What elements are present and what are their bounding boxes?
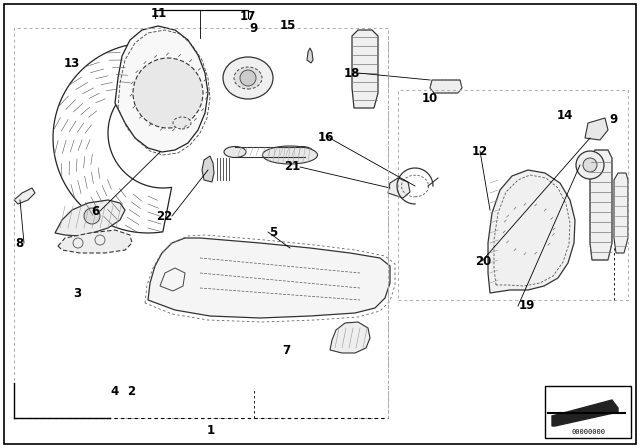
Text: 00000000: 00000000 [571,429,605,435]
Text: 16: 16 [318,130,334,143]
Polygon shape [55,200,125,236]
Polygon shape [552,400,618,426]
Text: 13: 13 [64,56,80,69]
Polygon shape [58,230,132,253]
Text: 9: 9 [250,22,258,34]
Text: 14: 14 [557,108,573,121]
Ellipse shape [262,146,317,164]
Text: 10: 10 [422,91,438,104]
Text: 3: 3 [73,287,81,300]
Circle shape [240,70,256,86]
Polygon shape [307,48,313,63]
Text: 9: 9 [610,112,618,125]
Text: 20: 20 [475,254,491,267]
Circle shape [583,158,597,172]
Text: 19: 19 [519,298,536,311]
Text: 12: 12 [472,145,488,158]
Circle shape [84,208,100,224]
Circle shape [576,151,604,179]
Text: 4: 4 [111,384,119,397]
Text: 1: 1 [207,423,215,436]
Polygon shape [202,156,214,182]
Bar [545,386,631,438]
Text: 22: 22 [156,210,172,223]
Text: 21: 21 [284,159,300,172]
Polygon shape [352,30,378,108]
Ellipse shape [173,117,191,129]
Polygon shape [148,238,390,318]
Polygon shape [330,322,370,353]
Polygon shape [430,80,462,93]
Text: 11: 11 [151,7,167,20]
Polygon shape [14,188,35,204]
Text: 15: 15 [280,18,296,31]
Ellipse shape [223,57,273,99]
Polygon shape [388,178,410,198]
Text: 5: 5 [269,225,277,238]
Text: 17: 17 [240,9,256,22]
Text: 8: 8 [16,237,24,250]
Circle shape [133,58,203,128]
Ellipse shape [234,67,262,89]
Text: 18: 18 [344,66,360,79]
Ellipse shape [224,146,246,158]
Polygon shape [488,170,575,293]
Text: 2: 2 [127,384,135,397]
Text: 7: 7 [282,344,290,357]
Polygon shape [585,118,608,140]
Polygon shape [590,150,612,260]
Text: 6: 6 [92,204,100,217]
Ellipse shape [291,146,313,158]
Polygon shape [115,26,208,152]
Polygon shape [614,173,628,253]
